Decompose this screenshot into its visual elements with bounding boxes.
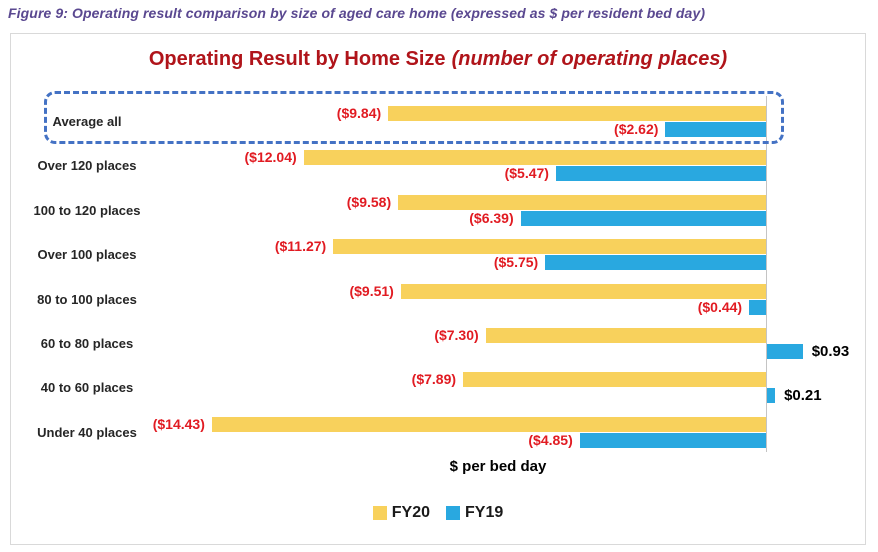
- value-label-fy19-0: ($2.62): [614, 121, 659, 137]
- x-axis-label: $ per bed day: [449, 458, 547, 475]
- bar-fy20-4: [400, 283, 766, 299]
- bar-fy19-3: [545, 255, 766, 271]
- average-all-highlight: [44, 91, 784, 144]
- bar-fy20-3: [333, 239, 766, 255]
- chart-title-main: Operating Result by Home Size: [148, 48, 446, 70]
- value-label-fy20-7: ($14.43): [152, 415, 205, 432]
- bar-fy20-5: [485, 328, 766, 343]
- value-label-fy20-4: ($9.51): [349, 282, 394, 299]
- bar-fy20-2: [398, 194, 766, 210]
- chart-title-sub: (number of operating places): [451, 48, 728, 70]
- value-label-fy19-5: $0.93: [811, 343, 850, 360]
- value-label-fy19-4: ($0.44): [697, 298, 743, 315]
- value-label-fy20-5: ($7.30): [434, 327, 479, 343]
- legend-item-fy20: FY20: [372, 504, 430, 522]
- value-label-fy20-3: ($11.27): [274, 238, 327, 255]
- fy20-swatch-icon: [372, 506, 387, 520]
- category-label-2: 100 to 120 places: [33, 202, 141, 218]
- value-label-fy20-1: ($12.04): [244, 149, 297, 166]
- category-label-6: 40 to 60 places: [40, 380, 134, 396]
- category-label-4: 80 to 100 places: [37, 291, 137, 307]
- legend-label-fy20: FY20: [391, 504, 430, 521]
- bar-fy20-6: [463, 372, 766, 388]
- value-label-fy19-6: $0.21: [784, 387, 822, 405]
- plot-area: Average all ($9.84) ($2.62) Over 120 places…: [11, 91, 867, 454]
- bar-fy19-4: [749, 299, 766, 315]
- legend: FY20 FY19: [11, 504, 865, 522]
- bar-fy19-1: [555, 166, 766, 182]
- bar-fy19-6: [767, 388, 776, 404]
- value-label-fy19-7: ($4.85): [528, 431, 573, 448]
- fy19-swatch-icon: [446, 506, 460, 520]
- category-label-5: 60 to 80 places: [40, 336, 134, 351]
- chart-container: Operating Result by Home Size (number of …: [10, 33, 866, 545]
- bar-fy19-2: [520, 210, 766, 226]
- value-label-fy19-3: ($5.75): [493, 254, 539, 271]
- bar-fy20-1: [303, 150, 766, 166]
- value-label-fy19-2: ($6.39): [469, 209, 514, 226]
- chart-title: Operating Result by Home Size (number of …: [11, 48, 865, 71]
- category-label-7: Under 40 places: [37, 424, 137, 440]
- bar-fy20-7: [211, 416, 766, 432]
- bar-fy19-7: [579, 432, 766, 448]
- legend-item-fy19: FY19: [446, 504, 503, 522]
- category-label-0: Average all: [52, 114, 122, 129]
- category-label-3: Over 100 places: [37, 247, 137, 263]
- value-label-fy19-1: ($5.47): [504, 165, 549, 182]
- legend-label-fy19: FY19: [465, 504, 504, 521]
- value-label-fy20-2: ($9.58): [346, 193, 392, 210]
- bar-fy19-5: [767, 344, 803, 359]
- bar-fy20-0: [388, 106, 766, 121]
- category-label-1: Over 120 places: [37, 158, 137, 174]
- zero-axis-line: [766, 96, 767, 452]
- value-label-fy20-0: ($9.84): [336, 105, 382, 121]
- value-label-fy20-6: ($7.89): [411, 371, 457, 388]
- figure-caption: Figure 9: Operating result comparison by…: [8, 5, 706, 21]
- bar-fy19-0: [665, 122, 766, 137]
